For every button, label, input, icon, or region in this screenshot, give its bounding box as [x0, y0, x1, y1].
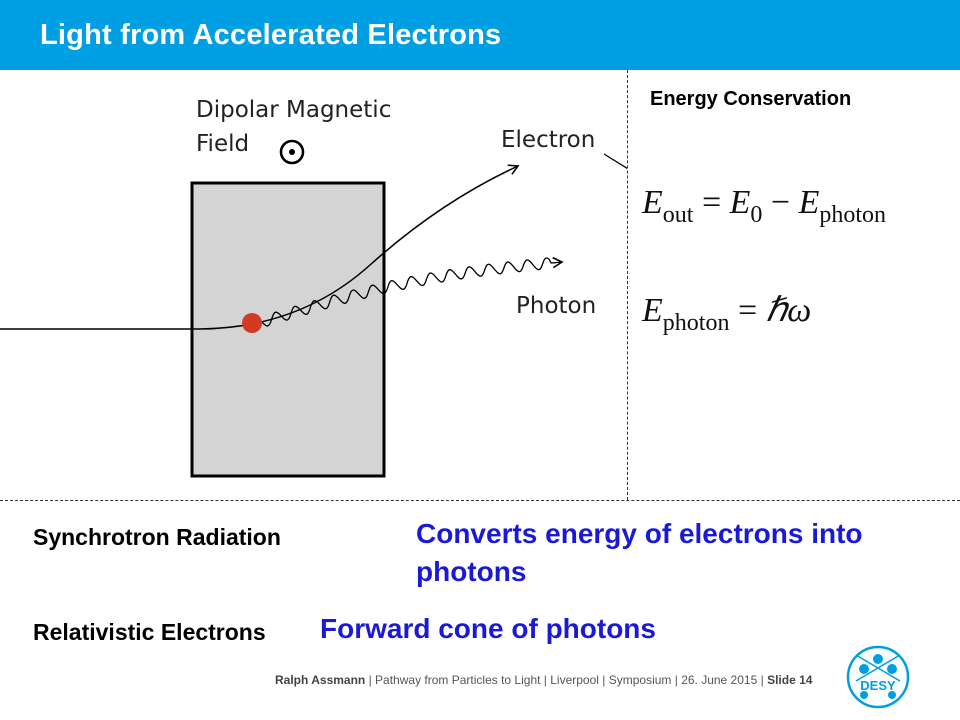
electron-dot: [242, 313, 262, 333]
relativistic-electrons-label: Relativistic Electrons: [33, 619, 266, 645]
field-symbol-icon: [279, 139, 305, 165]
desy-logo-text: DESY: [860, 678, 896, 693]
field-label-line1: Dipolar Magnetic: [196, 97, 391, 123]
synchrotron-radiation-value: Converts energy of electrons into photon…: [416, 518, 863, 587]
desy-logo: DESY: [846, 645, 910, 709]
synchrotron-diagram: Dipolar Magnetic Field Electron Photon: [0, 97, 627, 478]
photon-path: [261, 256, 564, 327]
field-label-line2: Field: [196, 131, 249, 157]
footer: Ralph Assmann | Pathway from Particles t…: [275, 673, 813, 687]
footer-author: Ralph Assmann: [275, 673, 366, 687]
photon-label: Photon: [516, 293, 596, 319]
slide-header: Light from Accelerated Electrons: [0, 0, 960, 70]
electron-label: Electron: [501, 127, 595, 153]
footer-slide-number: Slide 14: [767, 673, 813, 687]
slide-title: Light from Accelerated Electrons: [40, 19, 502, 51]
synchrotron-radiation-label: Synchrotron Radiation: [33, 524, 281, 550]
footer-text: Pathway from Particles to Light | Liverp…: [375, 673, 764, 687]
horizontal-divider: [0, 500, 960, 501]
equation-energy-photon: Ephoton = ℏω: [642, 292, 812, 336]
energy-conservation-title: Energy Conservation: [650, 88, 852, 110]
magnet-box: [190, 181, 386, 478]
relativistic-electrons-value: Forward cone of photons: [320, 613, 656, 644]
electron-pointer-line: [603, 153, 627, 169]
vertical-divider: [627, 70, 628, 500]
equation-energy-out: Eout = E0 − Ephoton: [642, 184, 887, 228]
